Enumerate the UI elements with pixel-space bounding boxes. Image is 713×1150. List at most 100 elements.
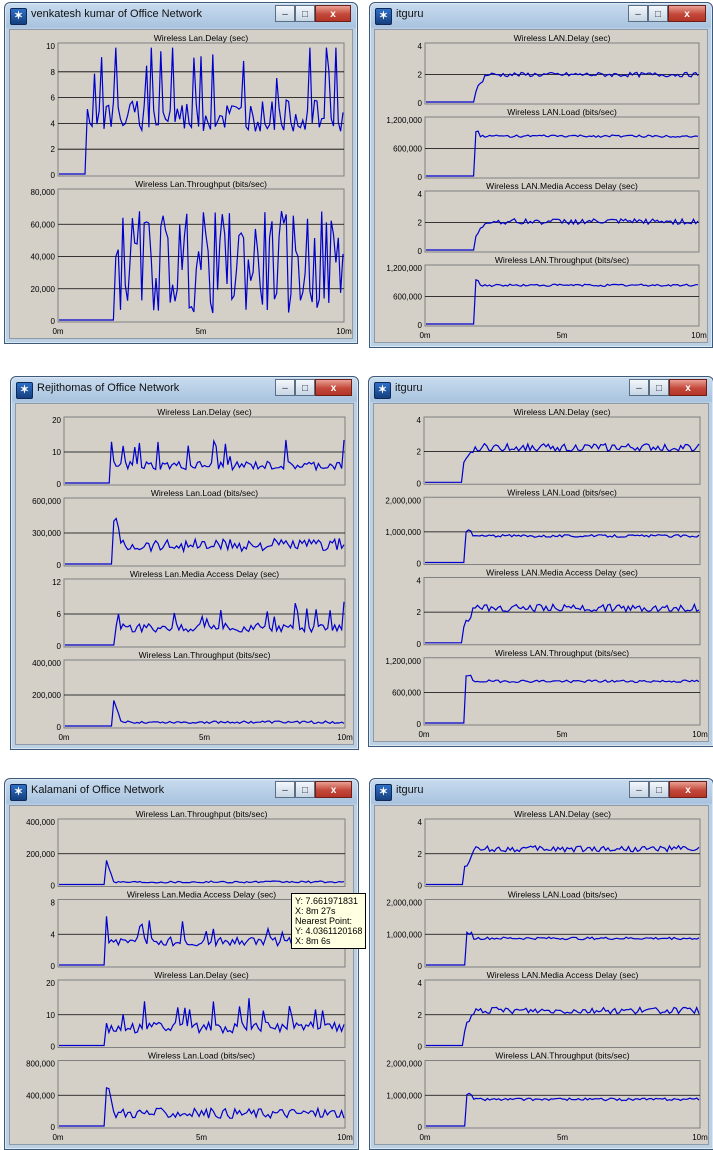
plot-frame <box>424 42 700 105</box>
panel-title: Wireless Lan.Delay (sec) <box>154 970 249 980</box>
y-tick-label: 20 <box>46 979 55 988</box>
nearest-point-tooltip: Y: 7.661971831 X: 8m 27s Nearest Point: … <box>291 893 367 949</box>
minimize-button[interactable]: – <box>275 5 295 22</box>
y-tick-label: 0 <box>418 99 423 108</box>
maximize-button[interactable]: □ <box>648 5 668 22</box>
y-tick-label: 8 <box>51 68 56 77</box>
y-tick-label: 0 <box>417 640 422 649</box>
chart-panel: Wireless Lan.Delay (sec) 10 8 6 4 2 0 <box>46 33 345 180</box>
x-tick-label: 5m <box>557 1133 568 1142</box>
series-line <box>426 278 698 325</box>
x-tick-label: 0m <box>418 730 429 739</box>
minimize-button[interactable]: – <box>628 5 648 22</box>
panel-title: Wireless LAN.Media Access Delay (sec) <box>487 970 639 980</box>
close-button[interactable]: x <box>315 5 351 22</box>
close-button[interactable]: x <box>669 379 707 396</box>
y-tick-label: 2,000,000 <box>386 899 422 908</box>
maximize-button[interactable]: □ <box>295 379 315 396</box>
y-tick-label: 300,000 <box>32 529 61 538</box>
y-tick-label: 2 <box>418 850 423 859</box>
plot-frame <box>423 496 701 565</box>
panel-title: Wireless LAN.Throughput (bits/sec) <box>495 648 629 658</box>
x-tick-label: 5m <box>195 327 206 336</box>
title-bar[interactable]: ✶ Rejithomas of Office Network – □ x <box>11 377 358 401</box>
title-bar[interactable]: ✶ Kalamani of Office Network – □ x <box>5 779 358 803</box>
chart-panel: Wireless Lan.Throughput (bits/sec) 80,000… <box>31 179 345 326</box>
y-tick-label: 2 <box>418 1011 423 1020</box>
window-title: Kalamani of Office Network <box>31 784 165 796</box>
chart-window-itguru-1[interactable]: ✶ itguru – □ x Wireless LAN.Delay (sec) 4… <box>369 2 713 348</box>
title-bar[interactable]: ✶ itguru – □ x <box>370 779 713 803</box>
panel-title: Wireless Lan.Throughput (bits/sec) <box>135 179 267 189</box>
panel-title: Wireless LAN.Throughput (bits/sec) <box>495 1051 629 1061</box>
app-icon: ✶ <box>375 784 392 801</box>
y-tick-label: 4 <box>51 930 56 939</box>
panel-title: Wireless LAN.Load (bits/sec) <box>507 487 617 497</box>
series-line <box>426 130 699 177</box>
series-line <box>425 442 700 483</box>
chart-panel: Wireless LAN.Load (bits/sec) 1,200,000 600… <box>386 107 700 182</box>
minimize-button[interactable]: – <box>629 379 649 396</box>
maximize-button[interactable]: □ <box>295 781 315 798</box>
y-tick-label: 0 <box>417 560 422 569</box>
y-tick-label: 80,000 <box>31 188 56 197</box>
plot-frame <box>424 1060 701 1129</box>
panel-title: Wireless LAN.Load (bits/sec) <box>508 890 618 900</box>
y-tick-label: 1,000,000 <box>386 1091 422 1100</box>
chart-window-venkatesh[interactable]: ✶ venkatesh kumar of Office Network – □ … <box>4 2 358 344</box>
x-tick-label: 0m <box>58 733 69 742</box>
chart-window-itguru-2[interactable]: ✶ itguru – □ x Wireless LAN.Delay (sec) 4… <box>368 376 713 747</box>
close-button[interactable]: x <box>315 781 352 798</box>
maximize-button[interactable]: □ <box>649 379 669 396</box>
x-tick-label: 5m <box>556 331 567 340</box>
tooltip-nearest-x: X: 8m 6s <box>295 936 331 946</box>
tooltip-y: Y: 7.661971831 <box>295 896 359 906</box>
y-tick-label: 0 <box>418 321 423 330</box>
panel-title: Wireless Lan.Throughput (bits/sec) <box>136 809 268 819</box>
y-tick-label: 20 <box>52 416 61 425</box>
y-tick-label: 2 <box>417 608 422 617</box>
minimize-button[interactable]: – <box>275 781 295 798</box>
app-icon: ✶ <box>374 382 391 399</box>
title-bar[interactable]: ✶ itguru – □ x <box>369 377 713 401</box>
chart-panel: Wireless LAN.Delay (sec) 4 2 0 <box>417 407 701 488</box>
plot-frame <box>423 657 701 726</box>
y-tick-label: 200,000 <box>26 850 55 859</box>
plot-frame <box>424 979 701 1048</box>
chart-area: Wireless Lan.Delay (sec) 10 8 6 4 2 0 Wireless … <box>9 29 353 339</box>
series-line <box>59 47 344 175</box>
plot-frame <box>57 1060 346 1129</box>
plot-frame <box>63 578 346 648</box>
y-tick-label: 1,200,000 <box>385 657 421 666</box>
chart-window-kalamani[interactable]: ✶ Kalamani of Office Network – □ x Wirel… <box>4 778 359 1150</box>
chart-window-rejithomas[interactable]: ✶ Rejithomas of Office Network – □ x Wir… <box>10 376 359 750</box>
title-bar[interactable]: ✶ venkatesh kumar of Office Network – □ … <box>5 3 357 27</box>
maximize-button[interactable]: □ <box>295 5 315 22</box>
maximize-button[interactable]: □ <box>649 781 669 798</box>
y-tick-label: 0 <box>418 247 423 256</box>
close-button[interactable]: x <box>315 379 352 396</box>
minimize-button[interactable]: – <box>275 379 295 396</box>
y-tick-label: 0 <box>57 723 62 732</box>
plot-frame <box>424 116 700 179</box>
plot-frame <box>424 190 700 253</box>
y-tick-label: 2 <box>418 71 423 80</box>
panel-title: Wireless Lan.Media Access Delay (sec) <box>130 569 279 579</box>
chart-panel: Wireless Lan.Throughput (bits/sec) 400,00… <box>32 650 346 732</box>
y-tick-label: 2,000,000 <box>386 1060 422 1069</box>
title-bar[interactable]: ✶ itguru – □ x <box>370 3 712 27</box>
chart-window-itguru-3[interactable]: ✶ itguru – □ x Wireless LAN.Delay (sec) 4… <box>369 778 713 1150</box>
minimize-button[interactable]: – <box>629 781 649 798</box>
y-tick-label: 4 <box>418 818 423 827</box>
panel-title: Wireless LAN.Throughput (bits/sec) <box>495 255 629 265</box>
close-button[interactable]: x <box>668 5 706 22</box>
series-line <box>426 71 699 103</box>
chart-panel: Wireless Lan.Delay (sec) 20 10 0 <box>52 407 346 489</box>
chart-panel: Wireless Lan.Media Access Delay (sec) 12 6… <box>52 569 346 651</box>
panel-title: Wireless Lan.Throughput (bits/sec) <box>139 650 271 660</box>
y-tick-label: 10 <box>52 448 61 457</box>
chart-area: Wireless LAN.Delay (sec) 4 2 0 Wireless LAN.… <box>373 403 709 742</box>
window-title: itguru <box>396 784 424 796</box>
close-button[interactable]: x <box>669 781 707 798</box>
